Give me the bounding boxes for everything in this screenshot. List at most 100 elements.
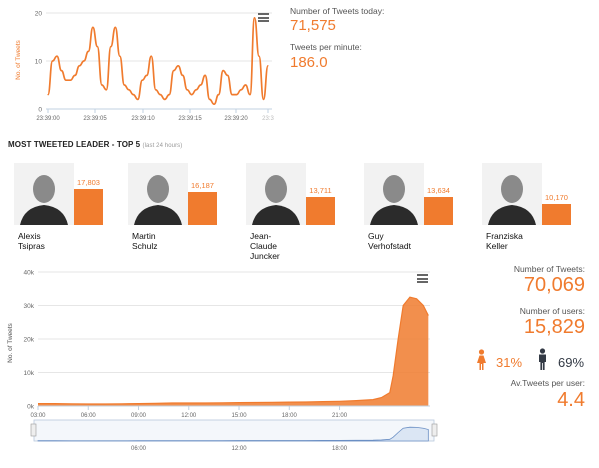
top-chart-point xyxy=(191,94,193,96)
top-chart-point xyxy=(235,94,238,96)
leader-name-line-2: Claude xyxy=(250,241,277,251)
total-tweets-label: Number of Tweets: xyxy=(513,264,585,274)
leader-count: 13,634 xyxy=(427,186,450,196)
top-chart-point xyxy=(56,55,58,57)
top-chart-point xyxy=(51,60,54,62)
top-chart-point xyxy=(231,94,233,96)
top-chart-point xyxy=(267,65,269,67)
leader-name-line-2: Schulz xyxy=(132,241,158,251)
leader-photo xyxy=(482,163,542,225)
area-chart-y-tick: 20k xyxy=(24,337,35,344)
tweets-today-label: Number of Tweets today: xyxy=(290,6,385,16)
navigator-left-handle[interactable] xyxy=(30,423,37,437)
person-silhouette-icon xyxy=(246,163,306,225)
leader-name: Martin Schulz xyxy=(132,231,158,251)
avg-tweets-value: 4.4 xyxy=(557,389,585,411)
leader-name: Franziska Keller xyxy=(486,231,523,251)
top-chart-x-tick: 23:39:15 xyxy=(178,116,202,122)
leader-name: Alexis Tsipras xyxy=(18,231,45,251)
leader-count: 16,187 xyxy=(191,181,214,191)
leader-name-line-1: Guy xyxy=(368,231,384,241)
tweets-per-minute-label: Tweets per minute: xyxy=(290,42,362,52)
area-chart-y-tick: 10k xyxy=(24,370,35,377)
leader-name-line-3: Juncker xyxy=(250,251,280,261)
leader-count: 13,711 xyxy=(309,186,332,196)
tweets-per-second-chart: No. of Tweets 0 10 20 23:39:00 23:39:05 23:39… xyxy=(0,0,280,130)
top-chart-point xyxy=(173,70,175,72)
top-chart-menu-icon[interactable] xyxy=(258,13,269,22)
leader-photo xyxy=(14,163,74,225)
area-chart-series-line xyxy=(38,296,429,405)
area-chart-menu-icon[interactable] xyxy=(417,274,428,283)
tweets-today-value: 71,575 xyxy=(290,17,336,34)
total-tweets-value: 70,069 xyxy=(523,274,585,296)
leader-name: Jean- Claude Juncker xyxy=(250,231,280,261)
person-silhouette-icon xyxy=(14,163,74,225)
leader-bar xyxy=(306,197,335,225)
navigator-x-tick: 18:00 xyxy=(332,446,348,452)
top-chart-point xyxy=(114,26,116,28)
top-chart-point xyxy=(141,79,143,81)
navigator-track xyxy=(33,419,435,442)
top-chart-point xyxy=(128,89,130,91)
top-chart-point xyxy=(92,26,94,28)
top-chart-point xyxy=(204,74,206,76)
top-chart-point xyxy=(164,98,166,100)
leader-name-line-2: Keller xyxy=(486,241,508,251)
top-chart-point xyxy=(240,89,242,91)
leader-name-line-2: Tsipras xyxy=(18,241,45,251)
top-chart-point xyxy=(83,60,85,62)
top-chart-point xyxy=(258,55,260,57)
top-chart-point xyxy=(87,50,90,53)
male-icon xyxy=(539,348,546,370)
leader-name-line-1: Franziska xyxy=(486,231,523,241)
area-chart-x-tick: 12:00 xyxy=(181,413,197,419)
leader-bar xyxy=(74,189,103,225)
navigator-right-handle[interactable] xyxy=(431,423,438,437)
navigator-x-tick: 06:00 xyxy=(131,446,147,452)
top-chart-point xyxy=(159,94,161,96)
leader-name-line-1: Jean- xyxy=(250,231,272,241)
tweets-per-minute-value: 186.0 xyxy=(290,54,328,71)
area-chart-x-tick: 18:00 xyxy=(282,413,298,419)
top-chart-point xyxy=(105,89,107,91)
top-chart-point xyxy=(182,74,184,76)
leaders-title-text: MOST TWEETED LEADER - TOP 5 xyxy=(8,140,141,149)
top-chart-ylabel: No. of Tweets xyxy=(15,39,22,79)
leader-bar xyxy=(542,204,571,225)
tweets-line-chart-svg: No. of Tweets 0 10 20 23:39:00 23:39:05 23:39… xyxy=(15,11,274,123)
tweets-area-chart-svg: No. of Tweets 0k 10k 20k 30k 40k 03:00 06:00 09… xyxy=(7,270,438,452)
top-chart-point xyxy=(209,98,211,100)
leader-card: 17,803 Alexis Tsipras xyxy=(14,163,126,263)
top-chart-point xyxy=(69,79,72,81)
top-chart-x-tick: 23:3 xyxy=(262,116,274,122)
leaders-subtitle: (last 24 hours) xyxy=(142,143,183,149)
female-percent: 31% xyxy=(496,355,523,370)
leader-photo xyxy=(246,163,306,225)
top-chart-point xyxy=(155,89,157,91)
leader-count: 17,803 xyxy=(77,178,100,187)
top-chart-point xyxy=(96,46,98,48)
top-chart-point xyxy=(253,17,256,19)
top-chart-point xyxy=(78,65,81,67)
area-chart-ylabel: No. of Tweets xyxy=(7,322,14,362)
leader-name-line-1: Alexis xyxy=(18,231,41,241)
top-chart-x-tick: 23:39:20 xyxy=(224,116,248,122)
area-chart-series-fill xyxy=(38,297,429,406)
top-chart-point xyxy=(249,94,251,96)
top-chart-point xyxy=(168,94,170,96)
area-chart-x-tick: 09:00 xyxy=(131,413,147,419)
area-chart-y-tick: 30k xyxy=(24,303,35,310)
top-chart-y-tick: 0 xyxy=(38,107,42,114)
top-chart-point xyxy=(74,74,76,76)
top-chart-x-tick: 23:39:05 xyxy=(83,116,107,122)
leader-name: Guy Verhofstadt xyxy=(368,231,411,251)
top-chart-y-tick: 10 xyxy=(35,59,43,66)
top-chart-y-tick: 20 xyxy=(35,11,43,18)
leader-name-line-2: Verhofstadt xyxy=(368,241,412,251)
top-chart-point xyxy=(146,74,148,76)
person-silhouette-icon xyxy=(364,163,424,225)
area-chart-x-tick: 15:00 xyxy=(232,413,248,419)
top-chart-point xyxy=(218,94,220,96)
top-chart-point xyxy=(213,103,215,105)
